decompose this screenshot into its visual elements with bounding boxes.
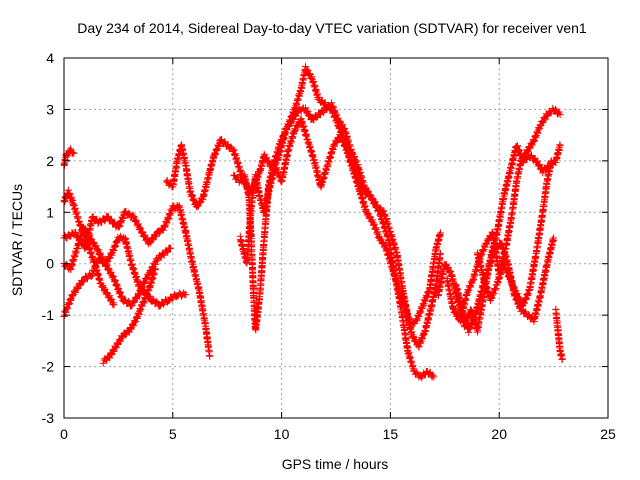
series-track-6 [99,265,159,367]
series-track-3 [60,186,118,309]
series-track-14 [552,305,566,363]
y-tick-label: -1 [42,307,55,323]
x-tick-label: 5 [169,426,177,442]
x-tick-label: 0 [60,426,68,442]
series-track-2 [60,145,78,169]
x-axis-label: GPS time / hours [282,456,389,472]
plus-markers [473,157,555,310]
data-layer [60,63,566,382]
x-tick-label: 20 [491,426,507,442]
y-tick-label: 1 [46,204,54,220]
series-track-10 [443,104,564,325]
plot-frame [63,57,609,419]
plus-markers [60,145,78,169]
series-track-13 [473,157,555,310]
y-tick-label: -3 [42,410,55,426]
plus-markers [443,104,564,325]
y-tick-label: 4 [46,50,54,66]
series-track-9 [236,115,444,351]
plus-markers [99,265,159,367]
tick-layer: 0 5 10 15 20 25 -3 -2 -1 0 1 2 3 4 [42,50,616,442]
y-tick-label: 0 [46,256,54,272]
x-tick-label: 15 [383,426,399,442]
y-tick-label: 3 [46,101,54,117]
plus-markers [236,115,444,351]
plus-markers [552,305,566,363]
y-axis-label: SDTVAR / TECUs [9,184,25,296]
x-tick-label: 10 [274,426,290,442]
y-tick-label: 2 [46,153,54,169]
y-tick-label: -2 [42,359,55,375]
x-tick-label: 25 [600,426,616,442]
chart-title: Day 234 of 2014, Sidereal Day-to-day VTE… [77,20,587,36]
plus-markers [60,186,118,309]
